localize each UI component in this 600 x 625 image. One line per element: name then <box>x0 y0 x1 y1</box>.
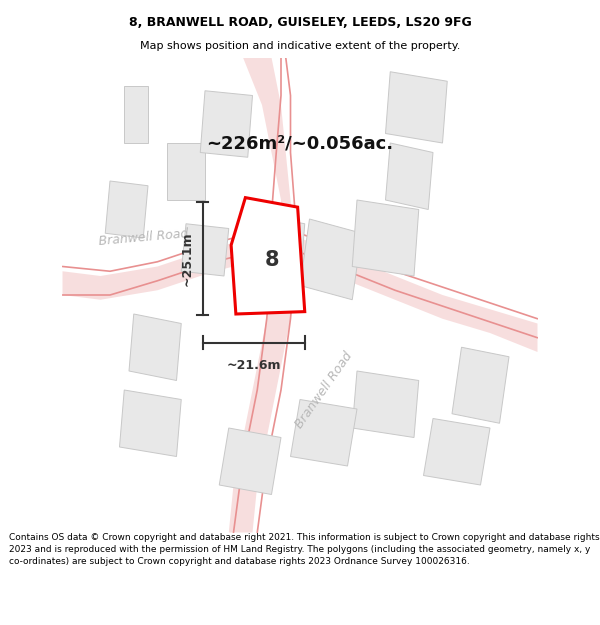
Text: ~226m²/~0.056ac.: ~226m²/~0.056ac. <box>206 134 394 152</box>
Polygon shape <box>229 58 295 532</box>
Polygon shape <box>386 72 447 143</box>
Polygon shape <box>129 314 181 381</box>
Polygon shape <box>181 224 229 276</box>
Polygon shape <box>200 91 253 158</box>
Polygon shape <box>424 419 490 485</box>
Polygon shape <box>452 348 509 423</box>
Polygon shape <box>290 399 357 466</box>
Text: Branwell Road: Branwell Road <box>293 349 355 431</box>
Polygon shape <box>231 198 305 314</box>
Text: Map shows position and indicative extent of the property.: Map shows position and indicative extent… <box>140 41 460 51</box>
Polygon shape <box>352 200 419 276</box>
Text: Branwell Road: Branwell Road <box>98 228 188 248</box>
Polygon shape <box>62 238 538 352</box>
Polygon shape <box>167 143 205 200</box>
Text: ~21.6m: ~21.6m <box>226 359 281 372</box>
Polygon shape <box>105 181 148 238</box>
Text: ~25.1m: ~25.1m <box>181 231 194 286</box>
Polygon shape <box>248 214 305 286</box>
Polygon shape <box>352 371 419 438</box>
Polygon shape <box>119 390 181 456</box>
Polygon shape <box>124 86 148 143</box>
Text: 8, BRANWELL ROAD, GUISELEY, LEEDS, LS20 9FG: 8, BRANWELL ROAD, GUISELEY, LEEDS, LS20 … <box>128 16 472 29</box>
Polygon shape <box>300 219 362 300</box>
Text: 8: 8 <box>265 250 280 270</box>
Polygon shape <box>219 428 281 494</box>
Polygon shape <box>386 143 433 209</box>
Text: Contains OS data © Crown copyright and database right 2021. This information is : Contains OS data © Crown copyright and d… <box>9 533 599 566</box>
